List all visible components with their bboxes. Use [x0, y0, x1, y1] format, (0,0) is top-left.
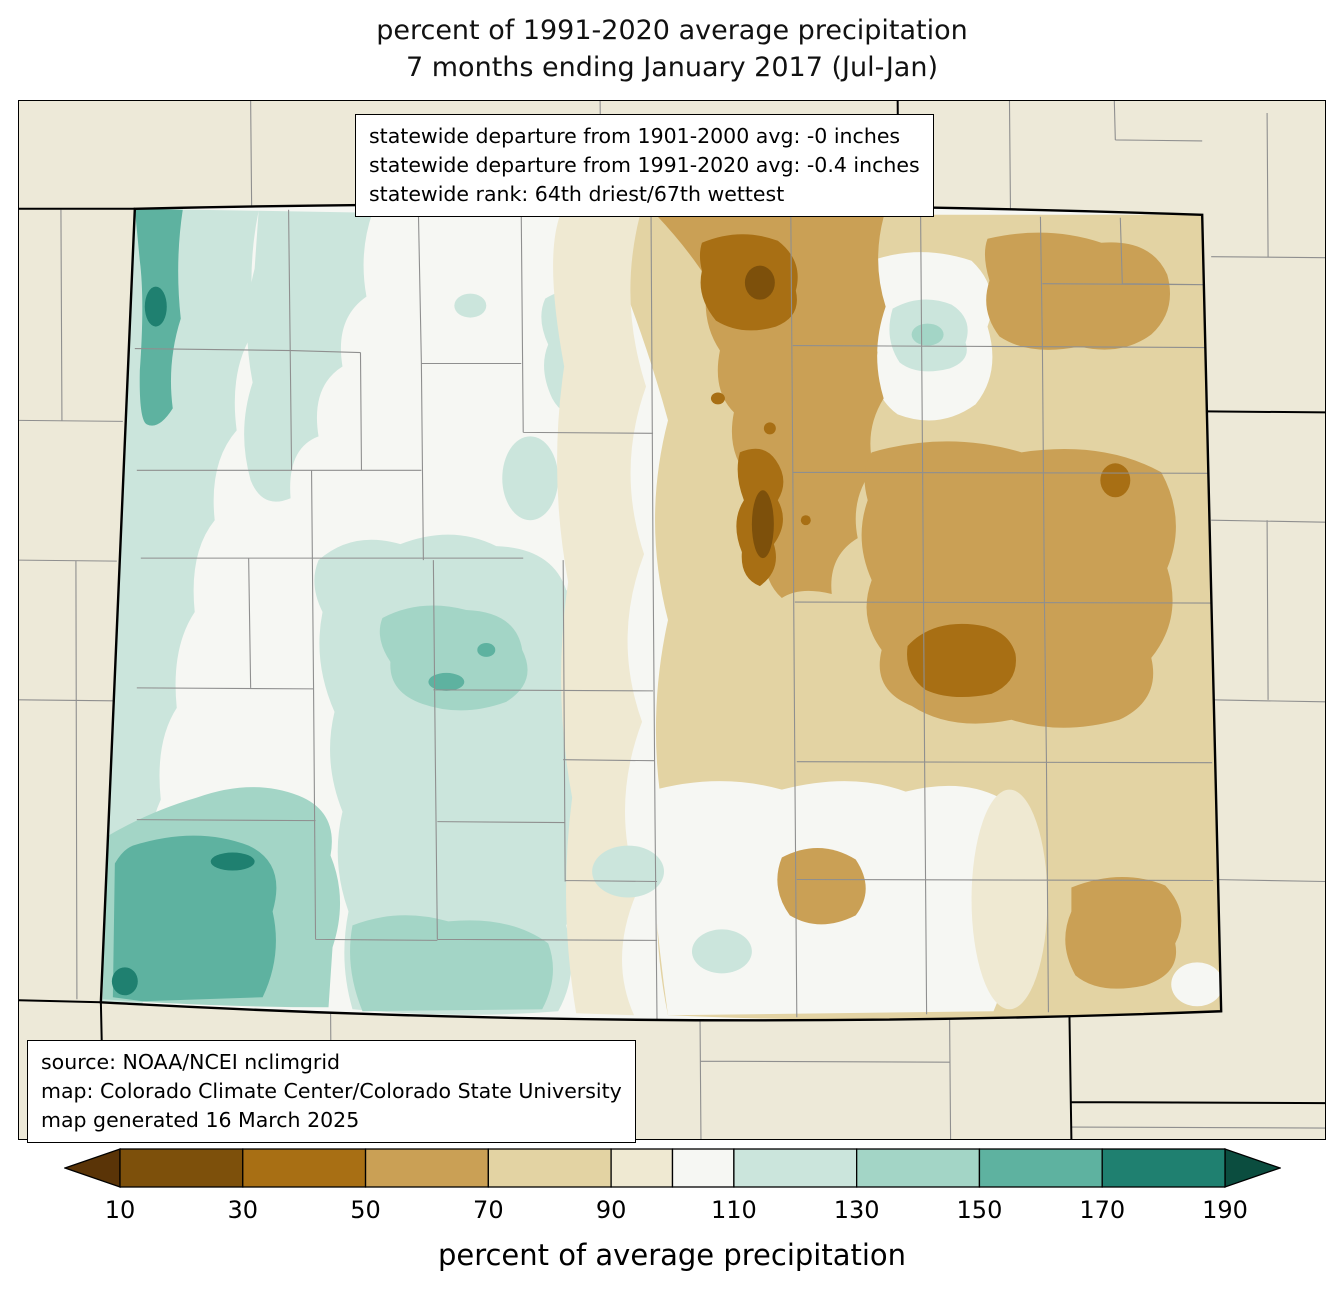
precip-region-white	[1171, 962, 1222, 1007]
precip-region-teal-pale	[454, 293, 487, 318]
colorbar-segment	[487, 1148, 612, 1188]
precip-region-brown	[763, 422, 776, 435]
source-line-1: source: NOAA/NCEI nclimgrid	[41, 1050, 341, 1074]
colorbar-segment	[242, 1148, 367, 1188]
colorbar	[63, 1148, 1282, 1188]
precip-region-brown	[1100, 463, 1131, 498]
precip-region-teal-pale	[691, 929, 752, 974]
colorbar-segment	[1101, 1148, 1226, 1188]
colorbar-tick-label: 130	[833, 1196, 880, 1224]
precip-region-brown	[710, 392, 725, 405]
page-title: percent of 1991-2020 average precipitati…	[0, 12, 1344, 86]
county-boundaries	[134, 209, 1214, 1021]
title-line-2: 7 months ending January 2017 (Jul-Jan)	[406, 52, 938, 83]
map-frame	[18, 100, 1326, 1140]
precip-region-tan-mid	[777, 848, 866, 925]
source-attribution-box: source: NOAA/NCEI nclimgrid map: Colorad…	[27, 1040, 636, 1143]
source-line-2: map: Colorado Climate Center/Colorado St…	[41, 1079, 622, 1103]
colorbar-tick-label: 50	[350, 1196, 381, 1224]
precip-region-brown-dark	[751, 490, 774, 559]
colorbar-tick-label: 170	[1079, 1196, 1126, 1224]
colorbar-segment	[610, 1148, 674, 1188]
precip-region-brown	[800, 515, 811, 526]
colorbar-arrow-high	[1224, 1148, 1282, 1188]
colorbar-tick-labels: 10 30 50 70 90 110 130 150 170 190	[64, 1196, 1281, 1228]
stats-line-3: statewide rank: 64th driest/67th wettest	[369, 182, 785, 206]
precip-region-cream	[553, 214, 647, 1016]
colorbar-tick-label: 30	[227, 1196, 259, 1224]
precip-region-teal-mid	[428, 672, 465, 691]
precip-region-teal	[350, 915, 553, 1012]
precip-region-teal-pale	[592, 845, 665, 898]
colorbar-scale	[63, 1148, 1282, 1188]
colorbar-segment	[978, 1148, 1103, 1188]
colorbar-caption: percent of average precipitation	[437, 1238, 907, 1272]
colorado-precipitation-map	[19, 101, 1325, 1139]
precip-region-teal-mid	[477, 642, 496, 657]
title-line-1: percent of 1991-2020 average precipitati…	[376, 15, 968, 46]
statewide-stats-box: statewide departure from 1901-2000 avg: …	[355, 114, 934, 217]
colorbar-segment	[671, 1148, 735, 1188]
colorbar-tick-label: 190	[1202, 1196, 1248, 1224]
precip-region-teal-pale	[502, 436, 559, 521]
precip-region-tan-mid	[1065, 876, 1182, 989]
precip-region-teal-pale	[314, 534, 597, 1015]
precip-region-teal-pale	[100, 208, 259, 1006]
colorado-interior	[100, 204, 1222, 1021]
colorbar-arrow-low	[63, 1148, 121, 1188]
colorbar-tick-label: 150	[956, 1196, 1003, 1224]
precip-region-teal	[911, 323, 944, 346]
stats-line-2: statewide departure from 1991-2020 avg: …	[369, 153, 920, 177]
colorbar-tick-label: 10	[104, 1196, 136, 1224]
colorbar-tick-label: 70	[473, 1196, 504, 1224]
colorbar-segment	[856, 1148, 981, 1188]
source-line-3: map generated 16 March 2025	[41, 1108, 360, 1132]
precip-region-brown	[907, 623, 1016, 698]
precip-region-brown-dark	[744, 265, 775, 300]
precip-region-teal-pale	[244, 210, 373, 502]
precip-region-tan-mid	[984, 232, 1171, 350]
precip-region-teal	[379, 605, 528, 711]
precip-region-teal-dark	[210, 852, 255, 871]
colorbar-segment	[733, 1148, 858, 1188]
colorbar-segment	[119, 1148, 244, 1188]
stats-line-1: statewide departure from 1901-2000 avg: …	[369, 124, 901, 148]
colorbar-tick-label: 110	[710, 1196, 757, 1224]
precip-region-teal-dark	[144, 286, 167, 327]
precip-region-teal-mid	[112, 835, 277, 1002]
colorbar-segment	[364, 1148, 489, 1188]
precip-region-cream	[971, 789, 1048, 1010]
precip-region-teal-dark	[111, 967, 138, 996]
colorbar-tick-label: 90	[595, 1196, 627, 1224]
